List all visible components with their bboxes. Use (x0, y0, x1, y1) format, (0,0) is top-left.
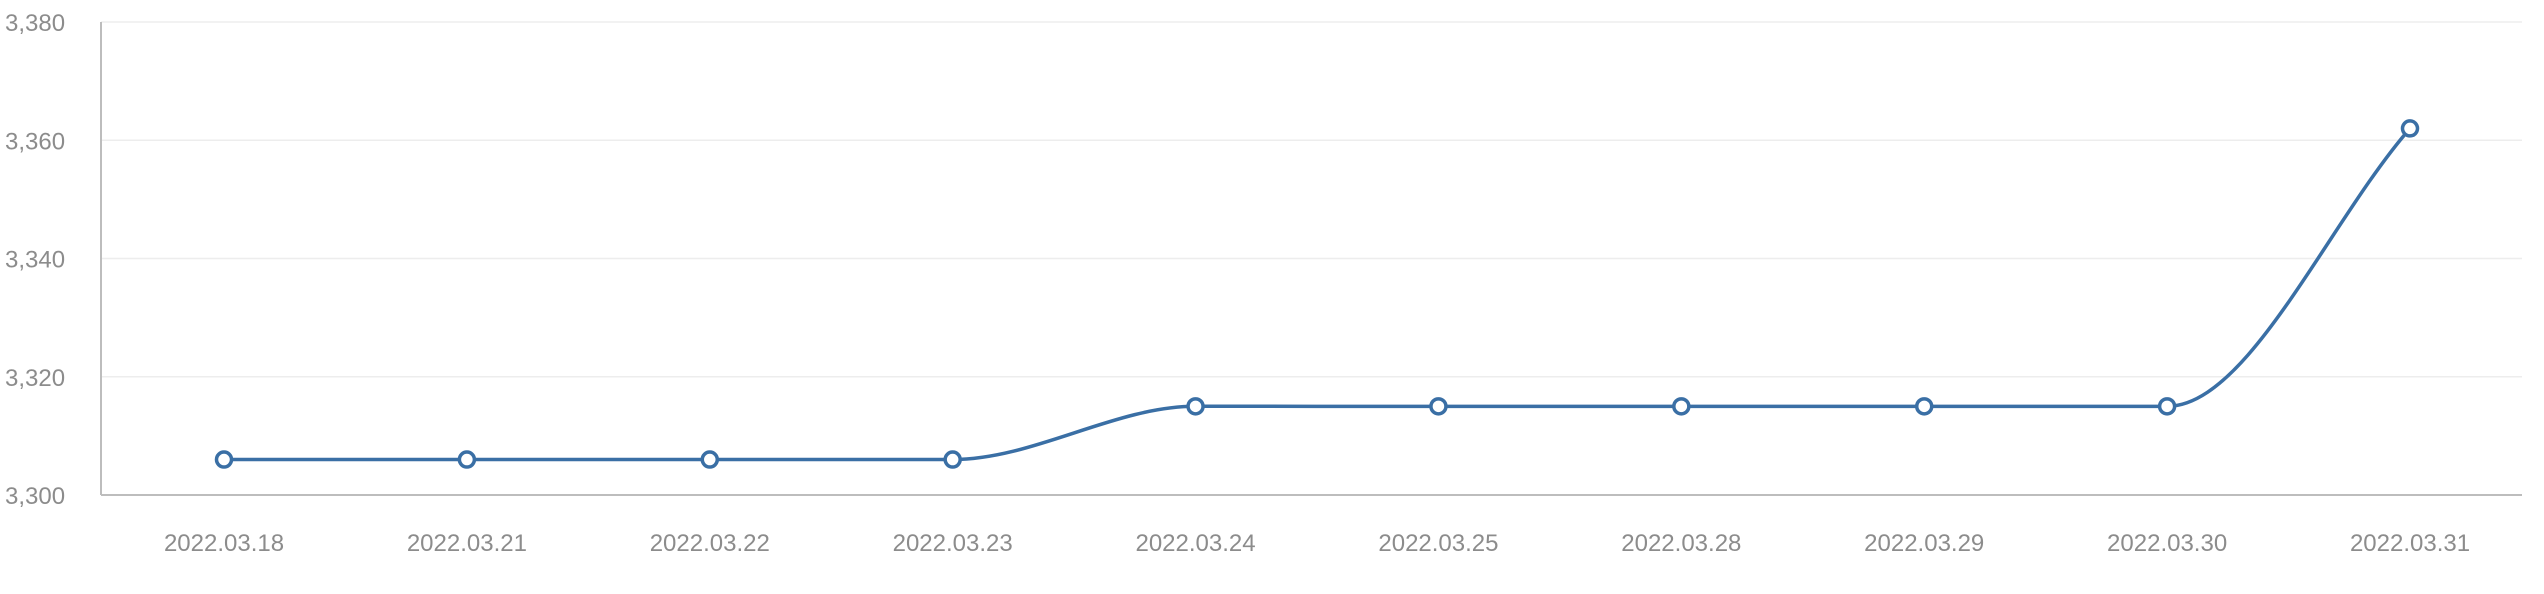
y-tick-label: 3,300 (5, 483, 65, 510)
series-line (223, 127, 2412, 462)
x-tick-label: 2022.03.21 (407, 530, 527, 557)
data-point (457, 450, 477, 469)
y-tick-label: 3,320 (5, 365, 65, 392)
data-point (214, 450, 234, 469)
data-point (700, 450, 720, 469)
y-tick-label: 3,360 (5, 128, 65, 155)
data-point (2400, 119, 2420, 138)
x-tick-label: 2022.03.31 (2350, 530, 2470, 557)
x-tick-label: 2022.03.24 (1135, 530, 1255, 557)
x-tick-label: 2022.03.28 (1621, 530, 1741, 557)
data-point (2157, 397, 2177, 416)
x-tick-label: 2022.03.30 (2107, 530, 2227, 557)
y-tick-label: 3,340 (5, 247, 65, 274)
data-point (943, 450, 962, 469)
data-point (1429, 397, 1448, 416)
x-tick-label: 2022.03.18 (164, 530, 284, 557)
y-tick-label: 3,380 (5, 10, 65, 37)
x-tick-label: 2022.03.25 (1378, 530, 1498, 557)
x-tick-labels: 2022.03.18 2022.03.21 2022.03.22 2022.03.23… (164, 530, 2470, 557)
axes (100, 22, 2522, 496)
data-points (214, 119, 2420, 469)
x-tick-label: 2022.03.23 (893, 530, 1013, 557)
data-point (1672, 397, 1691, 416)
x-tick-label: 2022.03.22 (650, 530, 770, 557)
grid-lines (101, 21, 2522, 378)
y-tick-labels: 3,300 3,320 3,340 3,360 3,380 (5, 10, 65, 510)
x-tick-label: 2022.03.29 (1864, 530, 1984, 557)
data-point (1914, 397, 1934, 416)
data-point (1186, 397, 1205, 416)
